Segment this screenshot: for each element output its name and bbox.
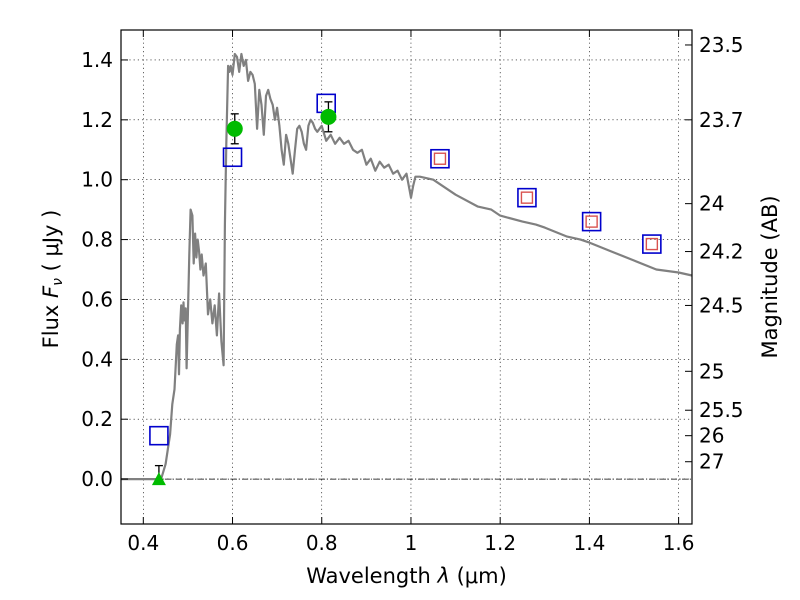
photometry-red-square xyxy=(585,215,598,228)
x-tick-label: 1 xyxy=(405,531,418,555)
magnitude-axis-label: Magnitude (AB) xyxy=(758,195,782,358)
x-tick-label: 1.6 xyxy=(663,531,695,555)
y-axis-ticks: 0.0 0.2 0.4 0.6 0.8 1.0 1.2 1.4 xyxy=(81,48,128,491)
y-tick-label: 0.0 xyxy=(81,467,113,491)
photometry-red-square xyxy=(433,152,447,165)
y-tick-label: 1.4 xyxy=(81,48,113,72)
magnitude-tick-label: 23.7 xyxy=(699,108,744,132)
magnitude-tick-label: 25.5 xyxy=(699,398,744,422)
model-photometry-square xyxy=(430,148,450,169)
model-photometry-square xyxy=(581,211,602,232)
y-tick-label: 0.4 xyxy=(81,347,113,371)
detection-circle xyxy=(226,120,243,137)
y-axis-label: Flux Fν ( μJy ) xyxy=(39,210,66,349)
y-tick-label: 0.6 xyxy=(81,287,113,311)
x-tick-label: 0.8 xyxy=(306,531,338,555)
x-tick-label: 0.6 xyxy=(217,531,249,555)
plot-frame xyxy=(120,29,693,525)
x-tick-label: 1.4 xyxy=(573,531,605,555)
magnitude-tick-label: 24 xyxy=(699,192,724,216)
grid-lines xyxy=(121,30,692,524)
photometry-red-square xyxy=(520,191,534,204)
x-axis-label: Wavelength λ (μm) xyxy=(306,564,507,588)
model-photometry-square xyxy=(149,425,169,446)
photometry-red-square xyxy=(645,237,659,251)
model-photometry-square xyxy=(517,187,537,208)
x-tick-label: 0.4 xyxy=(127,531,159,555)
magnitude-tick-label: 24.2 xyxy=(699,240,744,264)
magnitude-tick-label: 27 xyxy=(699,450,724,474)
model-photometry-square xyxy=(642,234,662,254)
magnitude-tick-label: 24.5 xyxy=(699,293,744,317)
magnitude-tick-label: 25 xyxy=(699,359,724,383)
model-photometry-square xyxy=(222,147,243,168)
y-tick-label: 1.2 xyxy=(81,108,113,132)
data-series xyxy=(121,52,693,486)
y-tick-label: 1.0 xyxy=(81,168,113,192)
model-spectrum-line xyxy=(121,52,693,481)
x-axis-ticks: 0.4 0.6 0.8 1 1.2 1.4 1.6 xyxy=(127,30,695,555)
upper-limit-triangle xyxy=(151,472,166,486)
magnitude-tick-label: 23.5 xyxy=(699,33,744,57)
y-tick-label: 0.8 xyxy=(81,228,113,252)
x-tick-label: 1.2 xyxy=(484,531,516,555)
magnitude-tick-label: 26 xyxy=(699,424,724,448)
detection-circle xyxy=(320,108,337,125)
y-tick-label: 0.2 xyxy=(81,407,113,431)
